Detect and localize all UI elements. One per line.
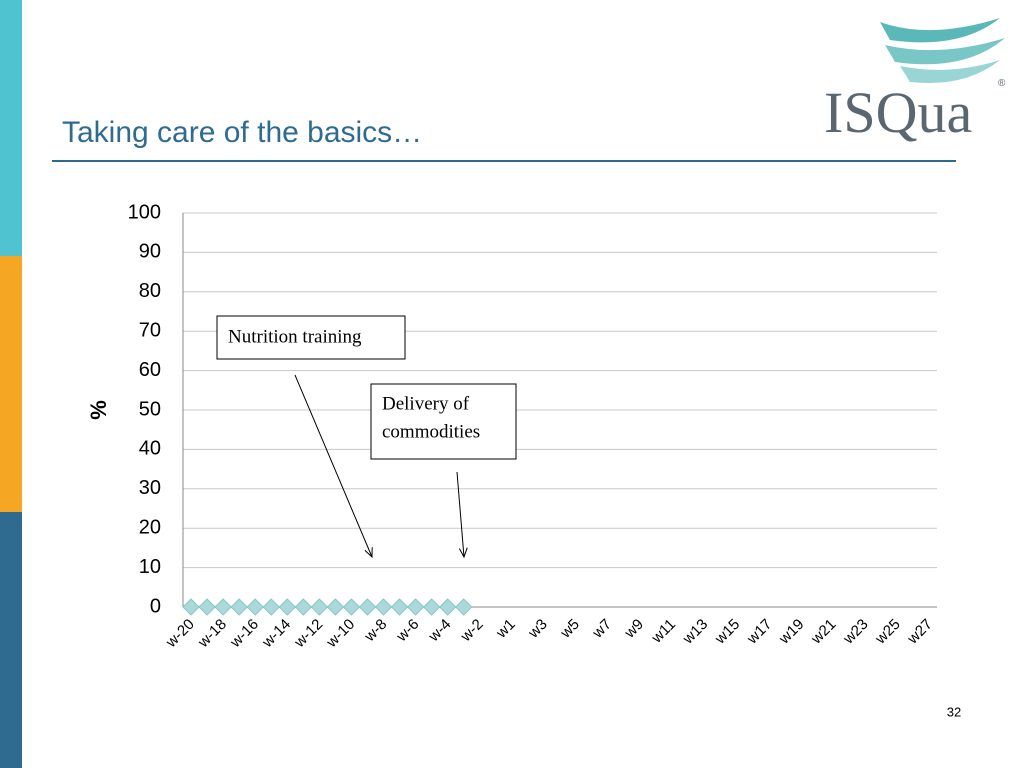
x-tick-label: w-14	[258, 616, 294, 652]
x-tick-label: w13	[679, 616, 711, 648]
point	[198, 598, 216, 616]
arrow	[294, 374, 372, 557]
y-tick-label: 10	[139, 556, 161, 578]
y-tick-label: 30	[139, 477, 161, 499]
point	[390, 598, 409, 616]
x-tick-label: w5	[557, 616, 583, 642]
y-tick-label: 40	[139, 438, 161, 460]
point	[262, 598, 280, 616]
x-tick-label: w23	[839, 616, 871, 648]
logo-text: ISQua	[824, 80, 972, 145]
arrow	[456, 471, 464, 557]
side-bar	[0, 512, 22, 768]
point	[294, 598, 313, 616]
point	[374, 598, 393, 616]
point	[326, 598, 345, 616]
annotation-box	[216, 315, 406, 360]
x-tick-label: w9	[621, 616, 647, 642]
logo-mark: ®	[998, 78, 1006, 89]
x-tick-label: w-20	[162, 616, 198, 652]
point	[310, 598, 329, 616]
logo-swoosh	[880, 18, 1000, 43]
point	[230, 598, 248, 616]
annotation: Delivery of	[382, 393, 470, 414]
annotation: commodities	[382, 421, 480, 442]
side-bar	[0, 0, 22, 256]
point	[358, 598, 377, 616]
x-tick-label: w3	[524, 616, 550, 642]
point	[342, 598, 361, 616]
slide-title: Taking care of the basics…	[62, 116, 422, 149]
x-tick-label: w19	[775, 616, 807, 648]
page-number: 32	[947, 704, 961, 719]
x-tick-label: w7	[589, 616, 615, 642]
y-tick-label: 90	[139, 241, 161, 263]
x-tick-label: w1	[492, 616, 518, 642]
point	[406, 598, 425, 616]
y-tick-label: 70	[139, 319, 161, 341]
y-tick-label: 50	[139, 398, 161, 420]
y-tick-label: 60	[139, 359, 161, 381]
y-axis-label: %	[86, 400, 111, 420]
annotation: Nutrition training	[228, 326, 362, 347]
x-tick-label: w-10	[323, 616, 359, 652]
y-tick-label: 20	[139, 516, 161, 538]
y-tick-label: 0	[150, 595, 161, 617]
x-tick-label: w27	[904, 616, 936, 648]
logo-swoosh	[900, 60, 1000, 84]
point	[214, 598, 232, 616]
point	[438, 598, 457, 616]
x-tick-label: w25	[872, 616, 904, 648]
x-tick-label: w15	[711, 616, 743, 648]
x-tick-label: w17	[743, 616, 775, 648]
side-bar	[0, 256, 22, 512]
y-tick-label: 80	[139, 280, 161, 302]
x-tick-label: w-8	[361, 616, 391, 646]
x-tick-label: w11	[648, 616, 679, 647]
x-tick-label: w-4	[425, 616, 455, 646]
point	[246, 598, 264, 616]
point	[182, 598, 200, 616]
y-tick-label: 100	[128, 201, 161, 223]
point	[455, 598, 473, 616]
x-tick-label: w-2	[457, 616, 487, 646]
logo-swoosh	[885, 38, 1005, 65]
x-tick-label: w-18	[194, 616, 230, 652]
point	[278, 598, 296, 616]
x-tick-label: w-6	[393, 616, 423, 646]
annotation-box	[370, 383, 517, 460]
x-tick-label: w-16	[226, 616, 262, 652]
x-tick-label: w21	[807, 616, 839, 648]
logo: ISQua ®	[824, 18, 1006, 145]
point	[422, 598, 441, 616]
x-tick-label: w-12	[290, 616, 326, 652]
